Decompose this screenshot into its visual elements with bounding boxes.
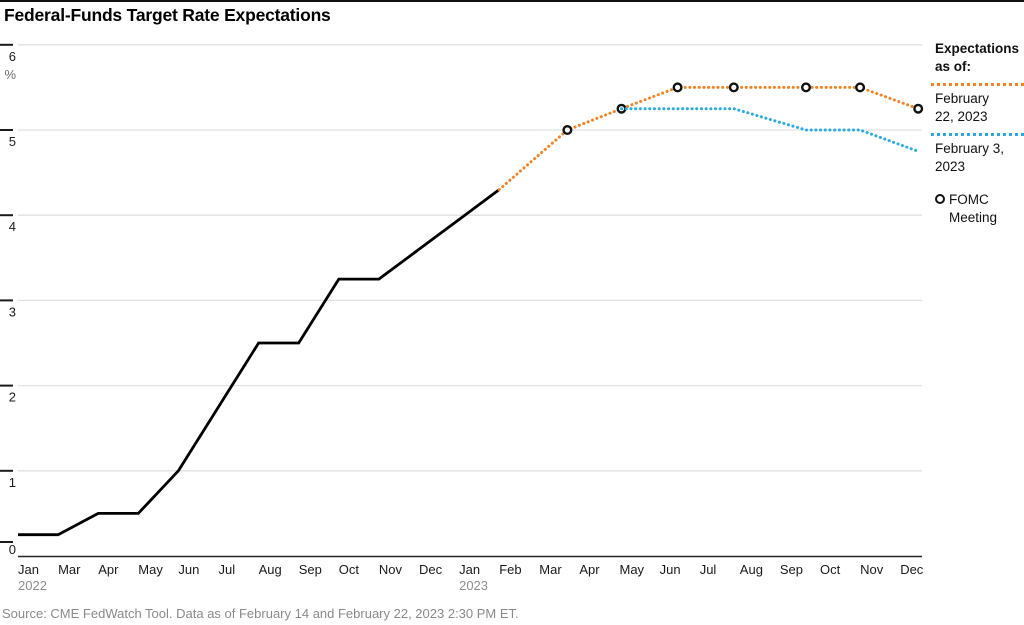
series-line-solid (18, 188, 501, 537)
fomc-meeting-label: FOMC Meeting (949, 192, 998, 225)
chart-legend: Expectations as of: February 22, 2023 Fe… (931, 40, 1024, 227)
y-axis-label: 6 (9, 49, 16, 64)
y-axis-label: 5 (9, 134, 16, 149)
x-axis-label: Mar (58, 562, 81, 577)
y-axis-label: 0 (9, 542, 16, 557)
y-axis-label: 1 (9, 475, 16, 490)
x-axis-label: Aug (740, 562, 763, 577)
x-axis-year-label: 2022 (18, 578, 47, 593)
x-axis-label: Nov (379, 562, 403, 577)
x-axis-label: Jul (219, 562, 236, 577)
fomc-meeting-marker (562, 124, 573, 135)
x-axis-year-label: 2023 (459, 578, 488, 593)
legend-item-fomc: FOMC Meeting (935, 191, 1023, 227)
top-border (0, 0, 1024, 2)
x-axis-label: Apr (579, 562, 600, 577)
legend-item-feb3: February 3, 2023 (935, 141, 1005, 174)
x-axis-label: May (138, 562, 163, 577)
fomc-meeting-marker (728, 82, 739, 93)
fomc-meeting-marker (855, 82, 866, 93)
source-note: Source: CME FedWatch Tool. Data as of Fe… (2, 606, 519, 621)
x-axis-label: May (620, 562, 645, 577)
page-title: Federal-Funds Target Rate Expectations (4, 5, 331, 25)
legend-swatch-feb22-dotted-line (931, 83, 1024, 86)
fomc-meeting-marker (672, 82, 683, 93)
fomc-meeting-marker (913, 103, 924, 114)
x-axis-label: Jan (18, 562, 39, 577)
x-axis-label: Oct (820, 562, 841, 577)
x-axis-label: Jun (660, 562, 681, 577)
fomc-meeting-marker (801, 82, 812, 93)
x-axis-label: Nov (860, 562, 884, 577)
legend-heading: Expectations as of: (935, 41, 1020, 74)
x-axis-label: Apr (98, 562, 119, 577)
y-axis-label: 2 (9, 390, 16, 405)
legend-item-feb22: February 22, 2023 (935, 91, 990, 124)
legend-swatch-feb3-dotted-line (931, 133, 1024, 136)
fomc-meeting-circle-icon (935, 194, 945, 204)
x-axis-label: Oct (339, 562, 360, 577)
x-axis-label: Dec (419, 562, 443, 577)
x-axis-label: Jan (459, 562, 480, 577)
x-axis-label: Jul (700, 562, 717, 577)
series-line-dotted (497, 85, 920, 192)
y-axis-label: 4 (9, 219, 16, 234)
x-axis-label: Feb (499, 562, 521, 577)
series-line-dotted (620, 107, 920, 153)
x-axis-label: Jun (178, 562, 199, 577)
x-axis-label: Dec (900, 562, 924, 577)
x-axis-label: Sep (299, 562, 322, 577)
x-axis-label: Sep (780, 562, 803, 577)
y-axis-label: 3 (9, 304, 16, 319)
y-axis-unit: % (4, 67, 16, 82)
x-axis-label: Aug (259, 562, 282, 577)
x-axis-label: Mar (539, 562, 562, 577)
